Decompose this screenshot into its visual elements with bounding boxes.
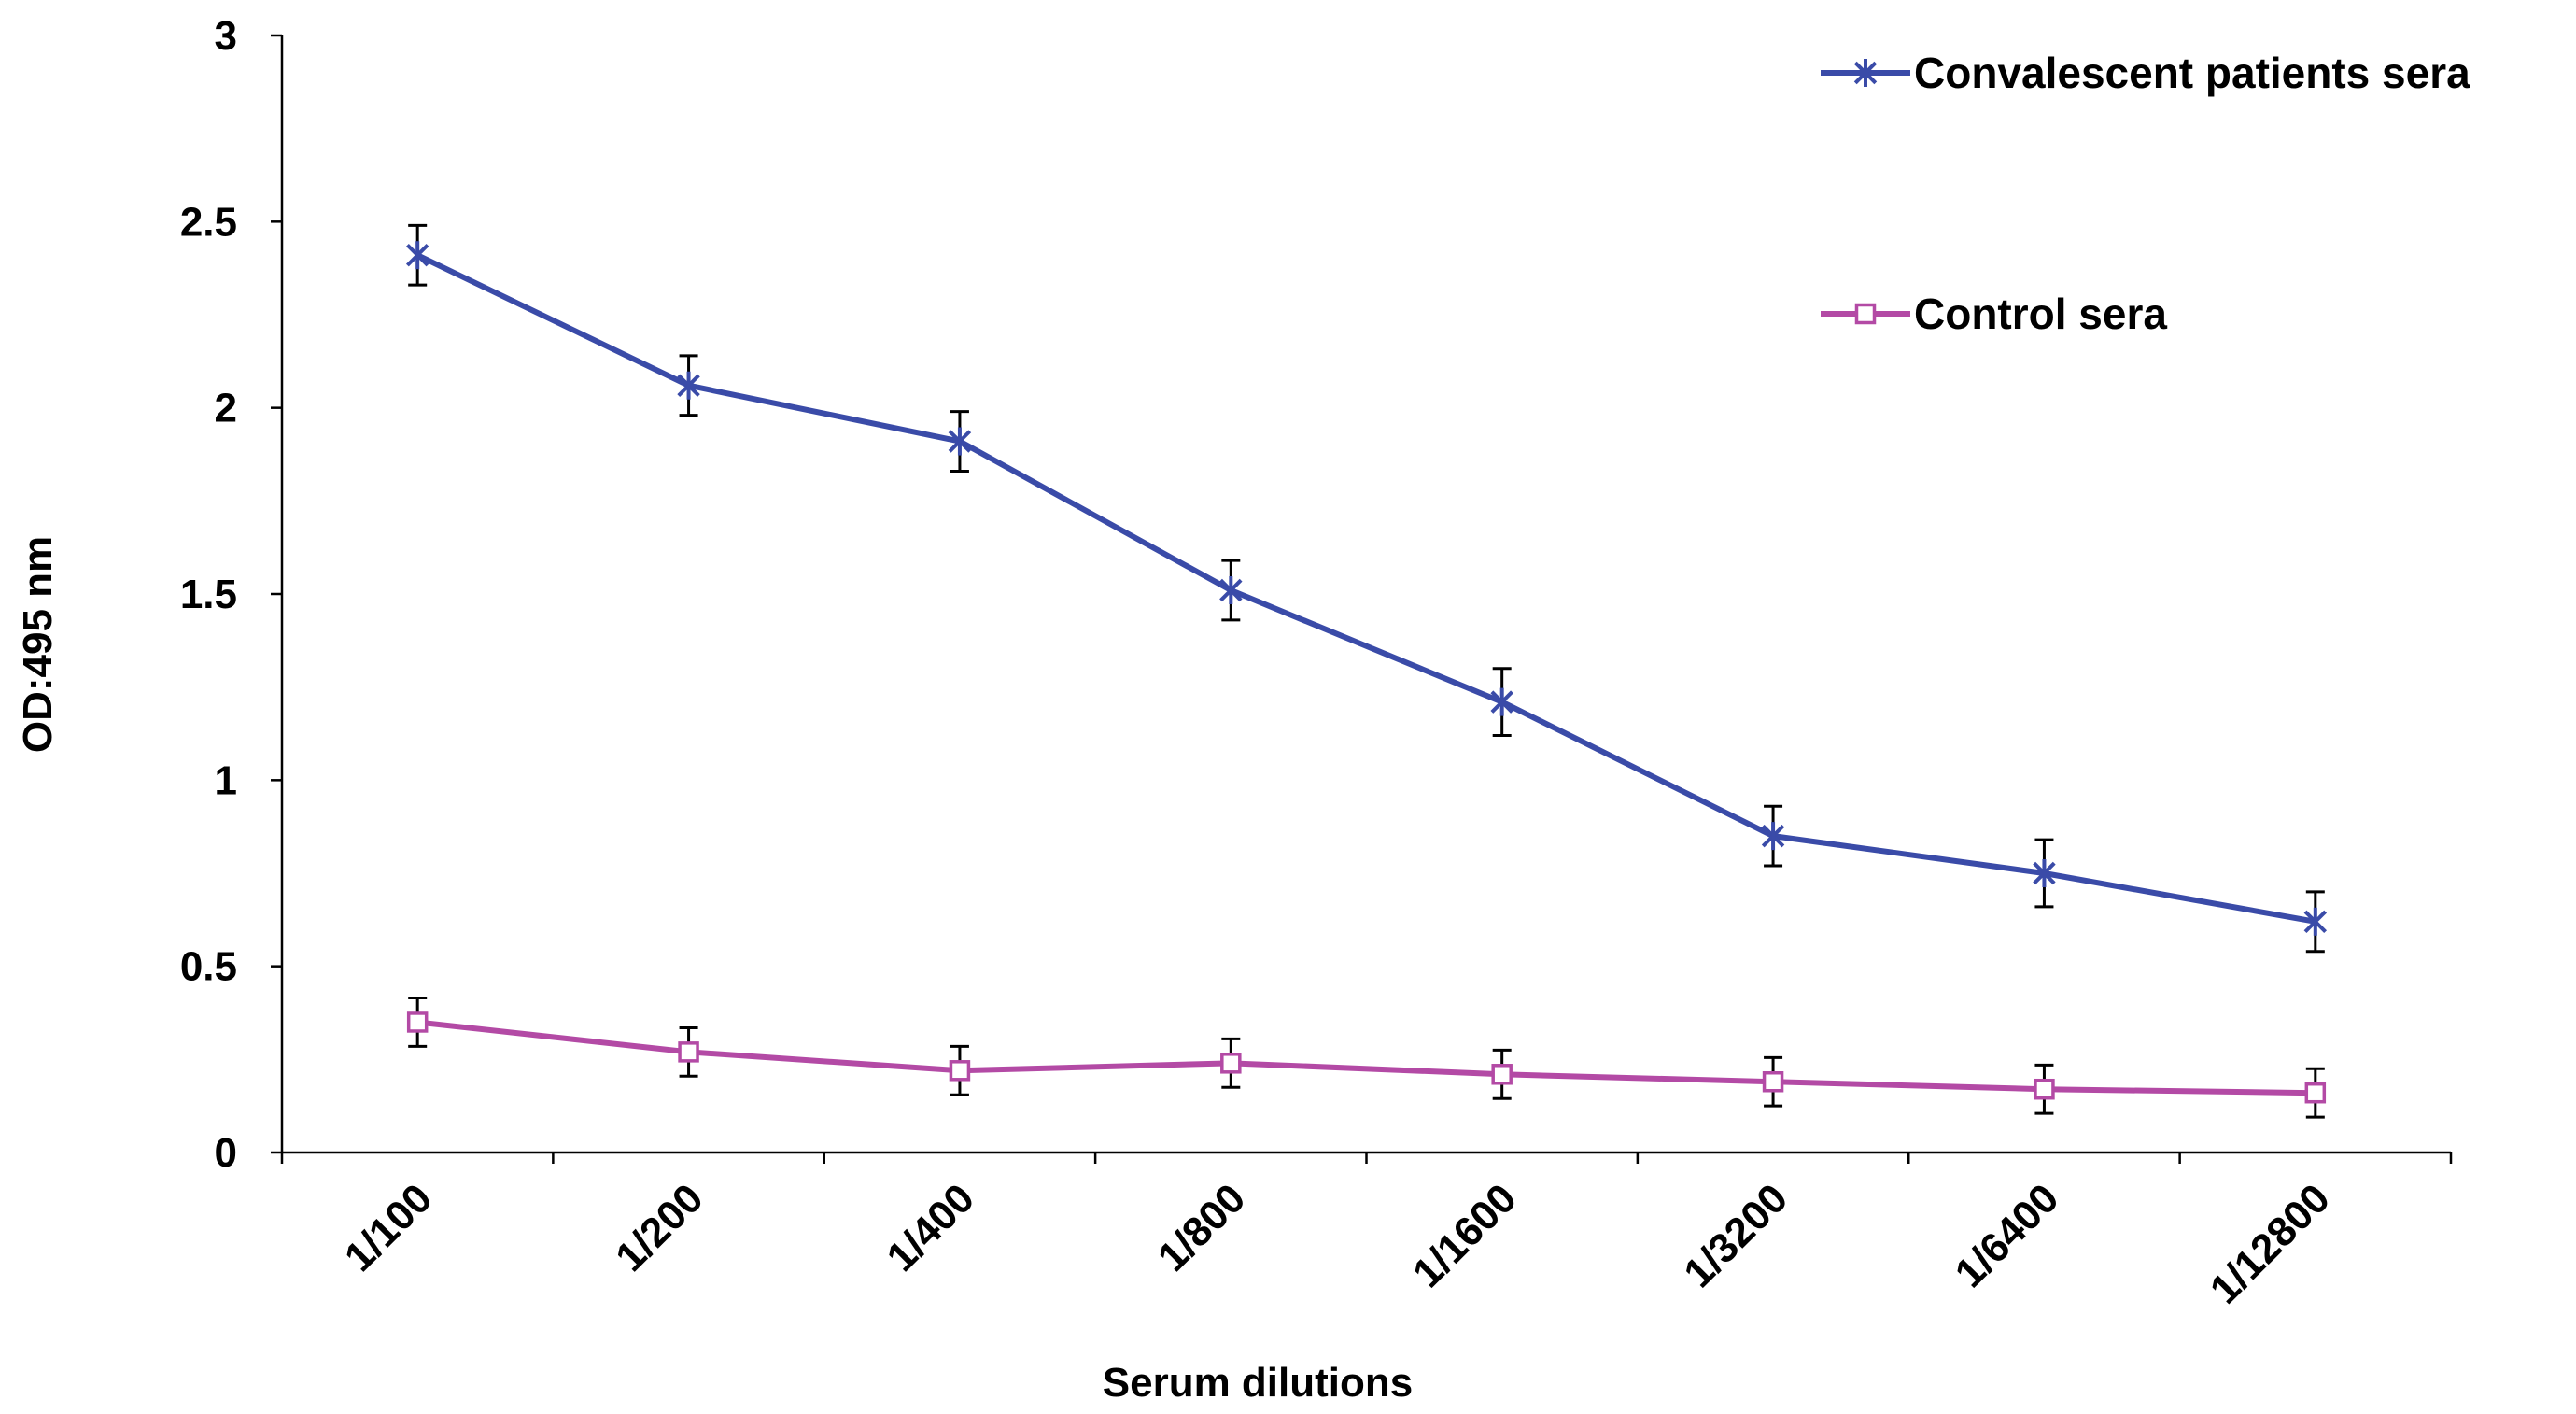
x-tick-label: 1/12800 <box>2202 1175 2339 1312</box>
data-point <box>2033 859 2056 887</box>
legend-label: Control sera <box>1914 290 2167 338</box>
legend-item-0: Convalescent patients sera <box>1821 49 2470 97</box>
y-tick-label: 1.5 <box>180 572 237 617</box>
data-point <box>2034 1078 2055 1100</box>
data-point <box>2304 1082 2327 1104</box>
x-tick-label: 1/400 <box>879 1175 984 1280</box>
data-point-square <box>2034 1078 2055 1100</box>
x-tick-label: 1/200 <box>607 1175 712 1280</box>
x-tick-label: 1/3200 <box>1675 1175 1796 1296</box>
y-tick-label: 0 <box>215 1130 237 1176</box>
data-point <box>2303 907 2328 936</box>
data-point <box>677 371 700 400</box>
y-tick-label: 2.5 <box>180 199 237 245</box>
legend: Convalescent patients sera Control sera <box>1821 49 2470 338</box>
data-point <box>949 1060 971 1082</box>
series-line <box>416 1019 2316 1096</box>
data-point <box>1490 687 1513 716</box>
x-axis-title: Serum dilutions <box>1103 1360 1413 1406</box>
data-point <box>1491 1064 1513 1085</box>
data-point <box>1220 1053 1242 1074</box>
data-point <box>406 1011 429 1033</box>
series-layer <box>405 223 2328 1119</box>
x-tick-label: 1/100 <box>336 1175 442 1280</box>
data-point-square <box>1491 1064 1513 1085</box>
data-point-square <box>1220 1053 1242 1074</box>
data-point <box>405 241 429 270</box>
data-point <box>1762 1071 1784 1093</box>
y-tick-label: 3 <box>215 13 237 59</box>
data-point <box>1219 576 1243 605</box>
y-axis-title: OD:495 nm <box>15 536 61 753</box>
x-tick-label: 1/1600 <box>1404 1175 1526 1296</box>
legend-item-1: Control sera <box>1821 290 2167 338</box>
x-tick-label: 1/800 <box>1149 1175 1255 1280</box>
y-tick-label: 0.5 <box>180 944 237 990</box>
axes: 0 0.5 1 1.5 2 2.5 3 1/100 1/200 1/400 1/800 1/1600 1… <box>180 13 2453 1313</box>
data-point-square <box>1854 303 1877 325</box>
data-point-square <box>678 1041 699 1063</box>
y-tick-label: 1 <box>215 757 237 803</box>
data-point-square <box>1762 1071 1784 1093</box>
series-line <box>415 252 2316 925</box>
y-tick-label: 2 <box>215 386 237 431</box>
x-tick-label: 1/6400 <box>1947 1175 2068 1296</box>
data-point-square <box>949 1060 971 1082</box>
series-1 <box>406 997 2327 1119</box>
data-point-square <box>406 1011 429 1033</box>
legend-label: Convalescent patients sera <box>1914 49 2470 97</box>
series-0 <box>405 223 2328 954</box>
data-point <box>678 1041 699 1063</box>
data-point-square <box>2304 1082 2327 1104</box>
data-point <box>1761 822 1785 851</box>
data-point <box>948 427 972 456</box>
